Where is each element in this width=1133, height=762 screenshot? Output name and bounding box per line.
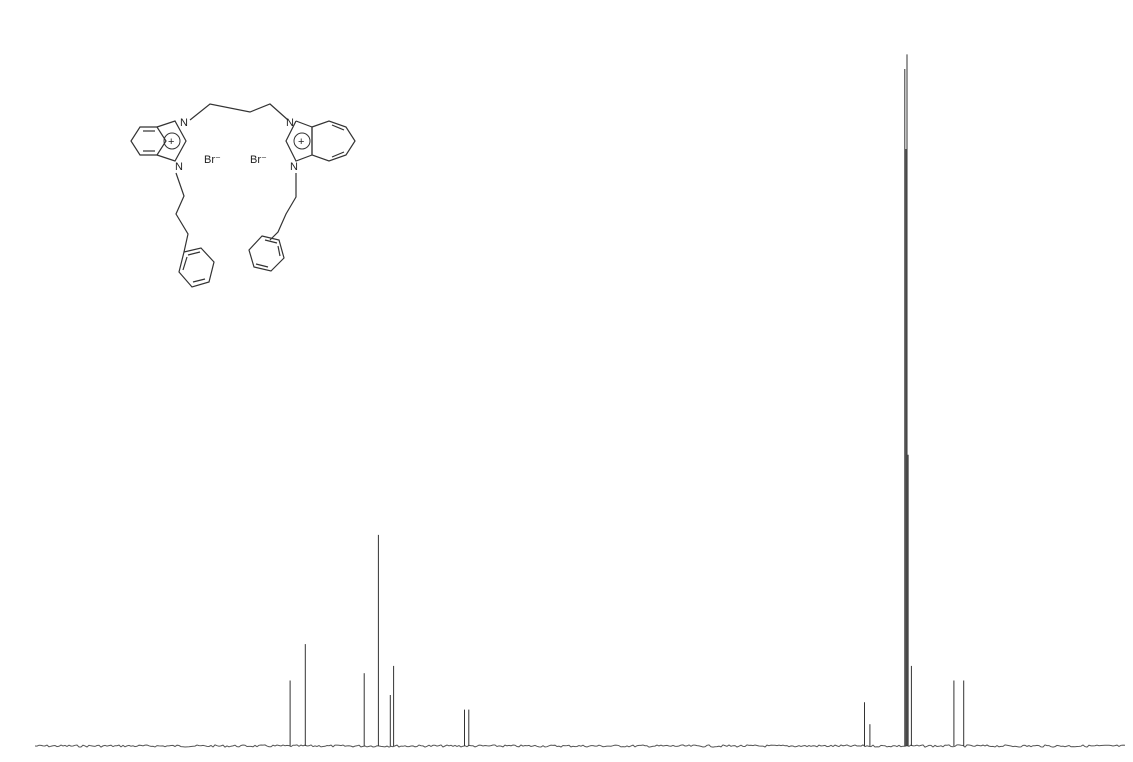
left-phenyl-double-bond [192, 278, 206, 283]
right-phenylpropyl-chain [269, 173, 297, 241]
spectrum-baseline [34, 744, 1126, 748]
left-phenyl-ring [178, 247, 215, 288]
left-charge-circle [163, 132, 181, 150]
plus-right: + [298, 136, 304, 148]
atom-n4: N [290, 161, 298, 173]
left-phenyl-double-bond [187, 251, 201, 256]
atom-n1: N [180, 117, 188, 129]
right-phenyl-ring [248, 235, 285, 272]
bromide-right: Br⁻ [250, 154, 267, 166]
left-phenyl-double-bond [182, 256, 188, 271]
right-benzo-ring [311, 120, 356, 162]
right-benzo-double-bond [331, 151, 345, 158]
right-charge-circle [293, 132, 311, 150]
atom-n3: N [286, 117, 294, 129]
right-phenyl-double-bond [264, 239, 278, 244]
left-phenylpropyl-chain [175, 172, 189, 253]
bromide-left: Br⁻ [204, 154, 221, 166]
plus-left: + [168, 136, 174, 148]
right-benzo-double-bond [331, 124, 345, 131]
atom-n2: N [175, 161, 183, 173]
right-phenyl-double-bond [255, 263, 269, 268]
right-phenyl-double-bond [277, 245, 281, 257]
propyl-linker [189, 103, 289, 121]
left-imidazolium-ring [156, 120, 187, 162]
spectrum-peaks [289, 54, 965, 746]
right-imidazolium-ring [285, 120, 313, 162]
spectrum-plot [34, 54, 1126, 748]
chemical-structure: N N + N N + Br⁻ Br⁻ [130, 103, 356, 288]
